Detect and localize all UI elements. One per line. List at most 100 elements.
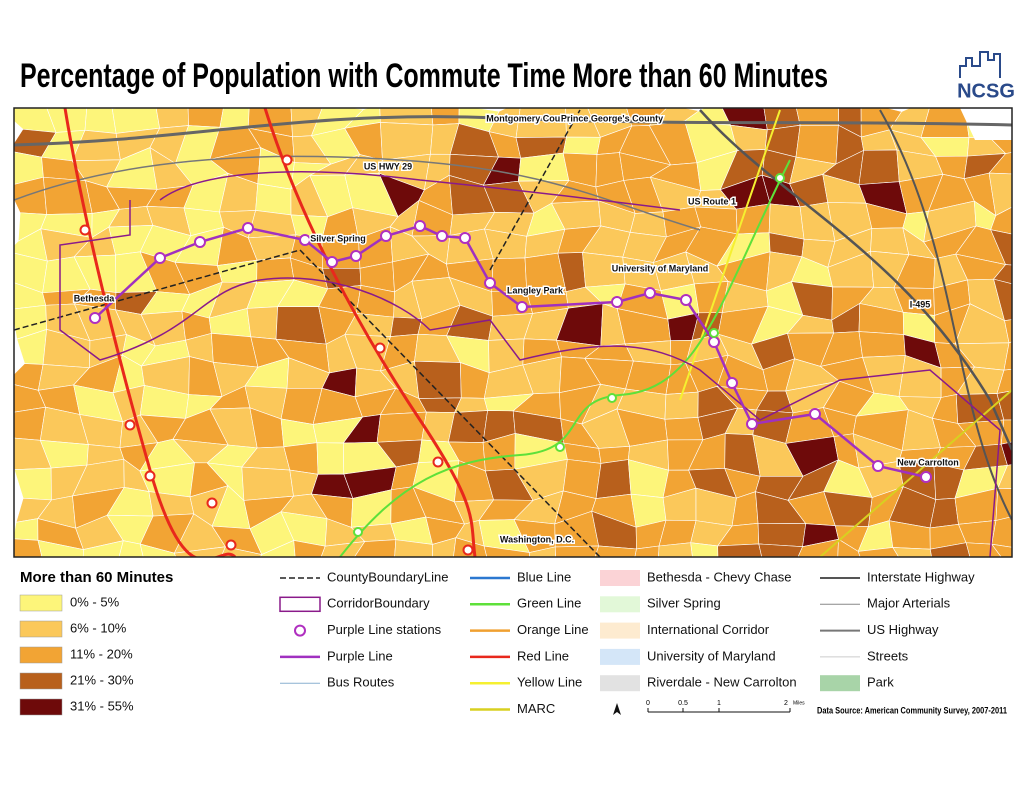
tract — [929, 542, 971, 557]
scale-label: 0.5 — [678, 700, 688, 707]
tract — [658, 542, 693, 557]
legend-symbol — [600, 622, 640, 639]
logo-text: NCSG — [957, 80, 1015, 102]
map-label: New Carrolton — [897, 457, 959, 467]
tract — [218, 564, 253, 594]
scale-bar: 0 0.5 1 2 Miles — [613, 700, 805, 715]
tract — [990, 229, 1012, 266]
tract — [14, 108, 57, 133]
station — [299, 234, 311, 246]
tract — [241, 466, 294, 501]
legend-label: US Highway — [867, 622, 939, 637]
legend-label: Purple Line — [327, 648, 393, 663]
green-station — [607, 393, 617, 403]
map-labels: Montgomery County Prince George's County… — [72, 112, 960, 546]
tract — [988, 152, 1012, 175]
station — [242, 222, 254, 234]
red-station — [206, 497, 218, 509]
legend-label: University of Maryland — [647, 648, 776, 663]
tract — [282, 567, 322, 598]
legend-swatch — [19, 698, 63, 716]
data-source: Data Source: American Community Survey, … — [817, 705, 1007, 715]
station — [746, 418, 758, 430]
legend-symbol — [600, 570, 640, 586]
legend-label: CorridorBoundary — [327, 596, 430, 611]
station — [380, 230, 392, 242]
map — [14, 108, 1024, 606]
legend-label: Yellow Line — [517, 675, 582, 690]
tract — [594, 545, 637, 557]
tract — [394, 539, 433, 557]
legend-swatch — [19, 672, 63, 690]
tract — [997, 464, 1012, 490]
legend-symbol — [600, 675, 640, 692]
tract — [797, 538, 839, 557]
tract — [735, 203, 771, 235]
red-station — [225, 539, 237, 551]
tract — [717, 543, 763, 557]
station — [194, 236, 206, 248]
station — [611, 296, 623, 308]
legend-label: CountyBoundaryLine — [327, 569, 448, 584]
county-boundary-line — [489, 109, 581, 271]
tract — [255, 183, 292, 216]
tract — [690, 542, 719, 557]
red-station — [462, 544, 474, 556]
tract — [758, 543, 804, 557]
green-station — [555, 442, 565, 452]
tract — [996, 368, 1012, 394]
green-station — [775, 173, 785, 183]
map-label: Langley Park — [507, 285, 564, 295]
tract — [993, 264, 1012, 285]
tract — [251, 571, 296, 596]
tract — [451, 579, 493, 606]
corridor-boundary — [59, 200, 1001, 557]
tract — [858, 331, 906, 358]
tract — [837, 538, 861, 557]
scale-label: 2 — [784, 700, 788, 707]
legend-label: Red Line — [517, 648, 569, 663]
tract — [857, 547, 900, 557]
legend-label: Bethesda - Chevy Chase — [647, 569, 792, 584]
map-label: I-495 — [910, 299, 931, 309]
tract — [1009, 567, 1024, 606]
red-line — [63, 108, 237, 557]
tract — [1003, 341, 1012, 371]
legend-label: 0% - 5% — [70, 594, 120, 609]
map-label: Montgomery County — [486, 113, 574, 123]
tract — [448, 410, 488, 443]
legend-label: Bus Routes — [327, 675, 395, 690]
tract — [275, 306, 327, 345]
station — [436, 230, 448, 242]
map-label: University of Maryland — [612, 263, 709, 273]
tract — [1004, 319, 1012, 344]
station — [484, 277, 496, 289]
tract — [354, 539, 397, 557]
green-station — [353, 527, 363, 537]
tract — [1000, 441, 1012, 466]
station — [414, 220, 426, 232]
station — [708, 336, 720, 348]
tract — [990, 206, 1012, 235]
tract — [664, 417, 704, 441]
legend-label: Blue Line — [517, 569, 571, 584]
tract — [390, 316, 423, 337]
tract — [996, 390, 1012, 421]
legend-label: Purple Line stations — [327, 622, 442, 637]
tract — [920, 108, 970, 138]
legend-symbol — [294, 624, 306, 637]
legend-label: Orange Line — [517, 622, 589, 637]
red-station — [374, 342, 386, 354]
station — [809, 408, 821, 420]
map-label: US HWY 29 — [364, 161, 412, 171]
tract — [763, 108, 801, 131]
tract — [316, 442, 345, 475]
tract — [219, 108, 250, 129]
station — [680, 294, 692, 306]
green-station — [709, 328, 719, 338]
tract — [529, 546, 557, 557]
station — [459, 232, 471, 244]
legend-label: International Corridor — [647, 622, 770, 637]
legend-label: Silver Spring — [647, 596, 721, 611]
